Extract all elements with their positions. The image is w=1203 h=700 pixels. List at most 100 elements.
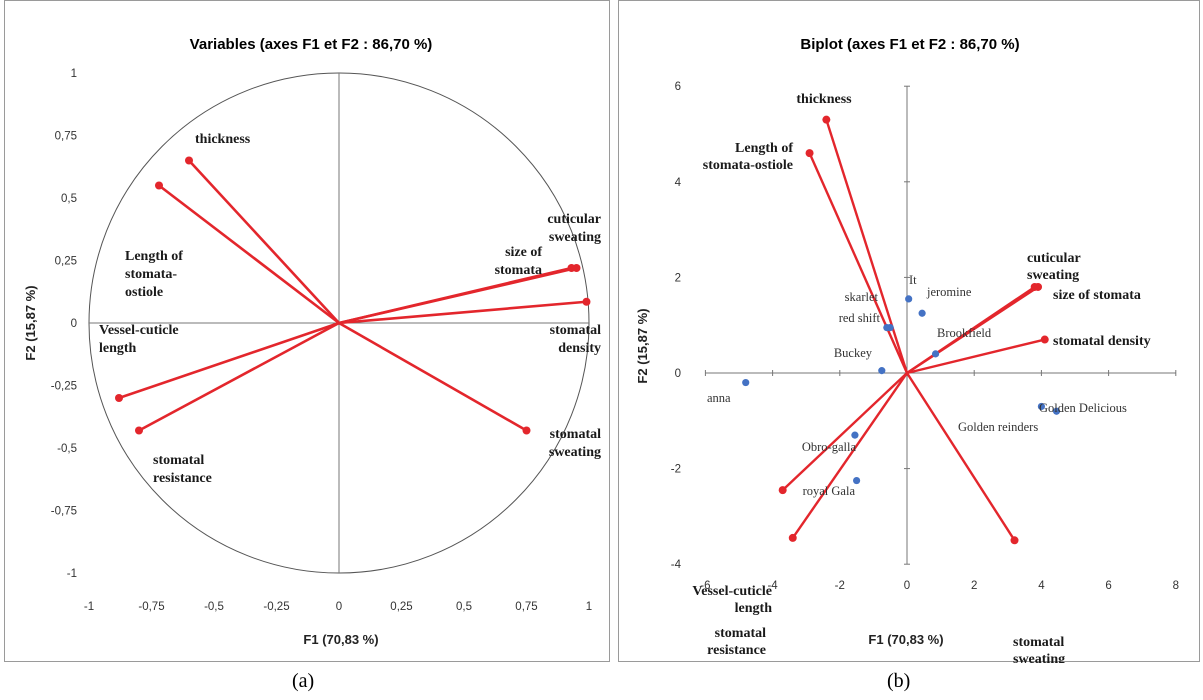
variable-label: stomatal sweating — [1013, 635, 1065, 663]
x-tick-label: 0 — [904, 580, 910, 592]
variable-label: Length of stomata-ostiole — [125, 249, 183, 300]
caption-a: (a) — [292, 670, 315, 692]
variable-point — [1030, 282, 1039, 291]
variable-label-line: size of stomata — [1053, 288, 1141, 303]
variable-point — [522, 426, 531, 435]
variable-label: thickness — [195, 132, 251, 147]
variable-label-line: resistance — [707, 643, 766, 658]
variable-label: cuticular sweating — [1027, 251, 1081, 283]
x-tick-label: -1 — [84, 601, 94, 613]
variable-vector — [158, 184, 340, 325]
y-tick-label: 0,5 — [61, 193, 77, 205]
variable-label-line: stomatal — [1013, 635, 1064, 650]
variable-vector — [906, 285, 1036, 374]
x-tick-label: 2 — [971, 580, 977, 592]
variable-label-line: density — [558, 341, 601, 356]
y-tick-label: -0,25 — [51, 381, 77, 393]
observation-label: anna — [707, 391, 731, 405]
variable-label: stomatal resistance — [707, 626, 766, 658]
variable-label-line: Vessel-cuticle — [99, 323, 179, 338]
variable-label-line: stomatal — [715, 626, 766, 641]
variable-label-line: Length of — [125, 249, 183, 264]
variable-label-line: stomata- — [125, 267, 177, 282]
variable-label: stomatal sweating — [549, 427, 601, 460]
x-tick-label: -6 — [700, 580, 710, 592]
y-tick-label: 0,25 — [55, 256, 77, 268]
observation-label: Buckey — [834, 346, 873, 360]
y-tick-label: -4 — [671, 559, 682, 571]
observation-point — [742, 378, 750, 387]
biplot-chart: Biplot (axes F1 et F2 : 86,70 %) F1 (70,… — [635, 36, 1179, 663]
variable-point — [115, 394, 123, 402]
variable-vector — [808, 152, 909, 374]
variable-vector — [791, 372, 908, 539]
y-tick-label: 0 — [675, 368, 681, 380]
variable-point — [567, 264, 576, 272]
observation-point — [918, 309, 926, 317]
variable-vector — [781, 372, 908, 491]
variable-label-line: length — [99, 341, 137, 356]
variable-label-line: thickness — [195, 132, 251, 147]
y-tick-label: -0,5 — [57, 443, 77, 455]
variable-vector — [138, 321, 340, 432]
variable-point — [135, 426, 143, 435]
variable-label-line: sweating — [549, 230, 601, 245]
variable-label: thickness — [796, 92, 852, 107]
variable-vector — [338, 321, 528, 432]
y-tick-label: -2 — [671, 464, 681, 476]
observation-point — [931, 350, 940, 358]
observation-label: royal Gala — [803, 484, 856, 498]
observation-label: Obro-galla — [802, 440, 857, 454]
variable-point — [155, 181, 163, 190]
observation-label: skarlet — [845, 290, 879, 304]
variable-label-line: stomatal — [153, 453, 204, 468]
x-tick-label: -4 — [767, 580, 778, 592]
y-axis-label: F2 (15,87 %) — [23, 285, 38, 360]
y-tick-label: -1 — [67, 568, 77, 580]
variable-label-line: stomatal density — [1053, 334, 1151, 349]
variable-label: cuticular sweating — [547, 212, 601, 245]
observation-label: red shift — [839, 311, 881, 325]
variable-label-line: stomata — [495, 263, 542, 278]
y-tick-label: 0,75 — [55, 131, 77, 143]
variable-label: size of stomata — [495, 245, 543, 278]
variable-label-line: size of — [505, 245, 542, 260]
variable-vector — [905, 372, 1016, 541]
y-axis-label: F2 (15,87 %) — [635, 308, 650, 383]
y-tick-label: -0,75 — [51, 506, 77, 518]
correlation-circle-panel: Variables (axes F1 et F2 : 86,70 %) F1 (… — [4, 0, 610, 662]
observation-point — [853, 476, 861, 485]
variable-label-line: sweating — [1027, 268, 1079, 283]
variable-vector — [906, 338, 1046, 375]
variable-label-line: stomatal — [550, 427, 601, 442]
correlation-circle-chart: Variables (axes F1 et F2 : 86,70 %) F1 (… — [23, 36, 601, 647]
variable-label-line: stomatal — [550, 323, 601, 338]
observation-point — [1037, 402, 1045, 411]
x-tick-label: 8 — [1173, 580, 1179, 592]
biplot-panel: Biplot (axes F1 et F2 : 86,70 %) F1 (70,… — [618, 0, 1200, 663]
variable-label-line: resistance — [153, 471, 212, 486]
x-tick-label: 4 — [1038, 580, 1045, 592]
x-tick-label: 0,75 — [515, 601, 537, 613]
variable-point — [1010, 536, 1019, 545]
variable-point — [778, 486, 787, 495]
variable-label-line: ostiole — [125, 285, 163, 300]
variable-label-line: sweating — [549, 445, 601, 460]
observation-label: Golden reinders — [958, 420, 1038, 434]
variable-label-line: sweating — [1013, 652, 1065, 663]
observation-point — [886, 323, 894, 332]
x-tick-label: 0,25 — [390, 601, 412, 613]
x-axis-label: F1 (70,83 %) — [303, 632, 378, 647]
variable-point — [582, 297, 591, 306]
x-tick-label: 0 — [336, 601, 342, 613]
variable-vector — [188, 159, 340, 324]
variable-vector — [338, 266, 572, 325]
x-tick-label: 1 — [586, 601, 592, 613]
variable-point — [822, 115, 831, 124]
x-tick-label: 6 — [1105, 580, 1111, 592]
variable-label-line: cuticular — [1027, 251, 1081, 266]
x-tick-label: -0,25 — [263, 601, 289, 613]
variable-label: Vessel-cuticle length — [692, 584, 772, 616]
x-tick-label: -0,75 — [138, 601, 164, 613]
variable-label-line: stomata-ostiole — [703, 158, 793, 173]
